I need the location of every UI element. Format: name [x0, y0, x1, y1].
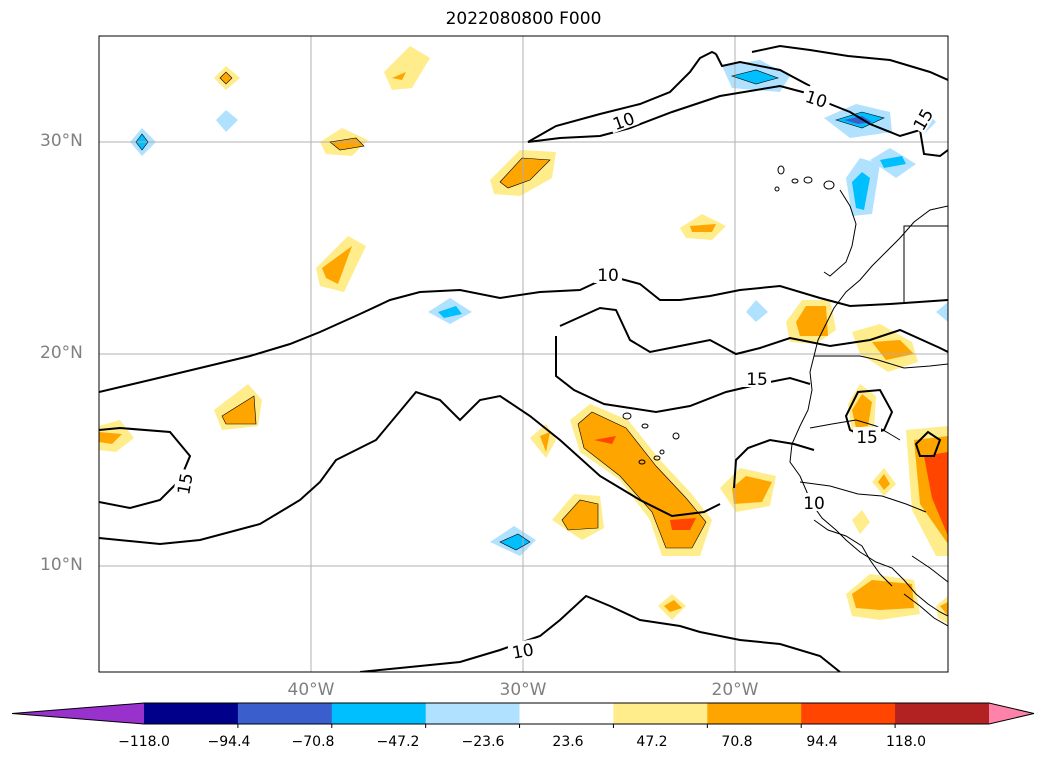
- map-area: 10 10 10 15 15 15: [99, 36, 948, 672]
- colorbar-extend-min: [12, 703, 144, 724]
- contour-label: 10: [597, 266, 619, 286]
- shading-outlines: [135, 69, 885, 551]
- colorbar-tick-label: −47.2: [376, 734, 420, 750]
- contour-label: 15: [174, 472, 197, 497]
- colorbar-bin: [331, 703, 427, 724]
- contour-lines: [99, 44, 948, 672]
- contour-label: 15: [856, 428, 878, 448]
- colorbar-tick-label: 70.8: [721, 734, 753, 750]
- contour-label: 10: [803, 494, 825, 514]
- coastlines: [789, 189, 948, 627]
- lat-label: 20°N: [40, 343, 83, 363]
- colorbar-tick-label: 23.6: [552, 734, 584, 750]
- map-frame: [98, 35, 949, 673]
- lon-label: 40°W: [287, 680, 335, 700]
- lat-label: 30°N: [40, 131, 83, 151]
- colorbar-bin: [425, 703, 521, 724]
- lat-label: 10°N: [40, 555, 83, 575]
- colorbar-outline: [11, 702, 1035, 725]
- colorbar-bin: [801, 703, 896, 724]
- colorbar-tick-label: −23.6: [461, 734, 505, 750]
- colorbar-bin: [895, 703, 990, 724]
- colorbar-tick-label: 94.4: [806, 734, 838, 750]
- contour-label: 15: [746, 370, 768, 390]
- colorbar-bin: [519, 703, 614, 724]
- lon-label: 20°W: [711, 680, 759, 700]
- islands: [622, 165, 835, 465]
- colorbar-bin: [144, 703, 239, 724]
- colorbar-extend-max: [989, 703, 1034, 724]
- contour-label: 10: [511, 640, 536, 663]
- lon-label: 30°W: [499, 680, 547, 700]
- colorbar: [11, 702, 1035, 728]
- colorbar-bin: [237, 703, 333, 724]
- colorbar-tick-label: 118.0: [885, 734, 927, 750]
- colorbar-bin: [613, 703, 708, 724]
- contour-label: 15: [910, 106, 938, 135]
- map-title: 2022080800 F000: [445, 9, 602, 29]
- colorbar-tick-label: 47.2: [636, 734, 668, 750]
- colorbar-tick-label: −118.0: [118, 734, 170, 750]
- shaded-anomalies: [99, 46, 948, 624]
- colorbar-tick-label: −94.4: [207, 734, 251, 750]
- colorbar-bin: [707, 703, 802, 724]
- colorbar-tick-label: −70.8: [291, 734, 335, 750]
